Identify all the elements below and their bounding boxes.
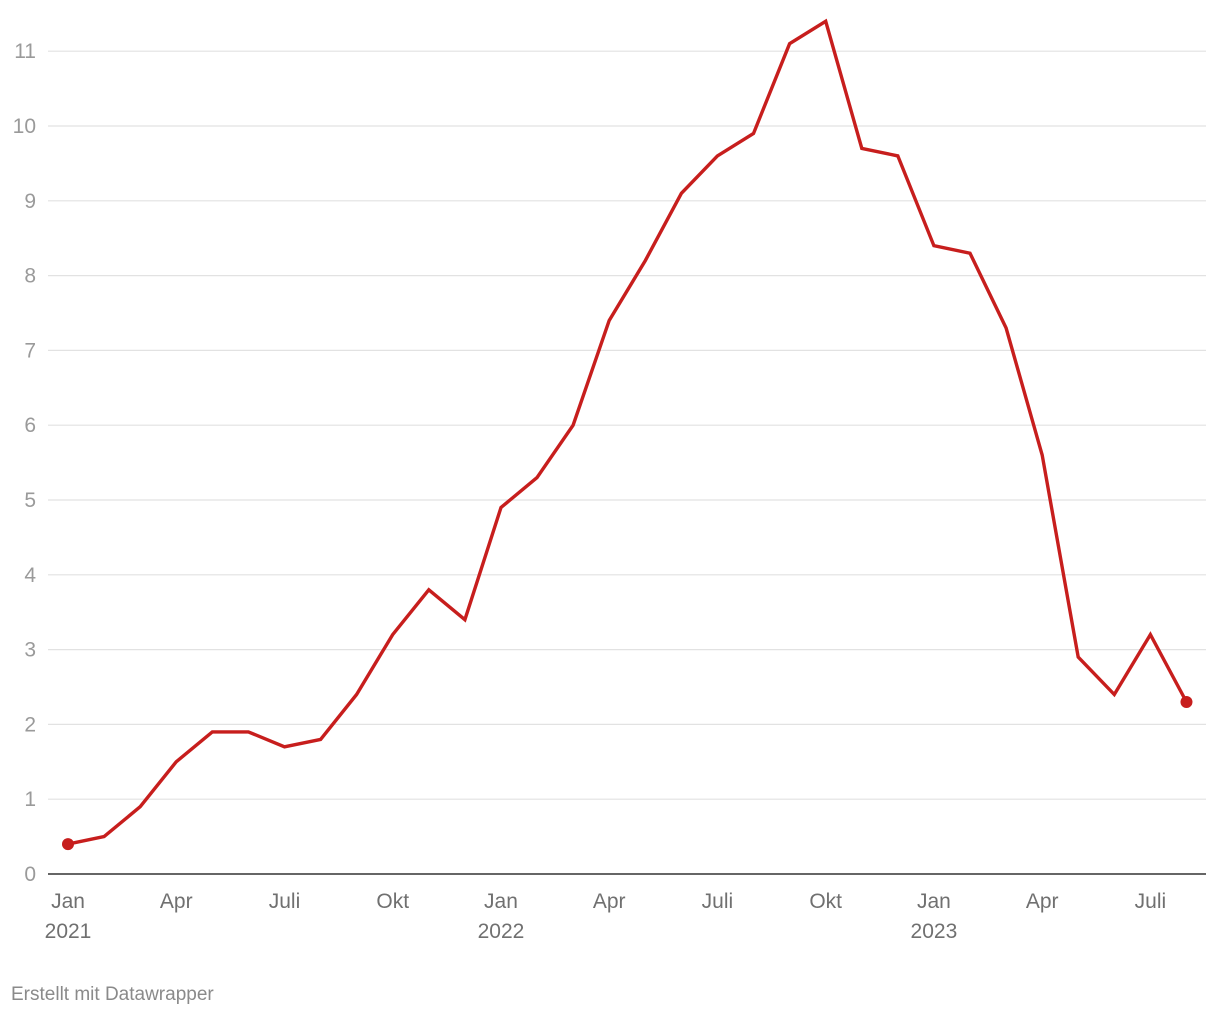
x-tick-year-label: 2021 bbox=[45, 920, 92, 943]
x-axis: Jan 2021 Apr Juli Okt Jan 2022 Apr Juli Okt Jan 202… bbox=[45, 873, 1206, 943]
y-tick-label: 9 bbox=[24, 190, 36, 213]
x-tick-label: Okt bbox=[376, 890, 409, 913]
y-tick-label: 7 bbox=[24, 339, 36, 362]
x-tick-year-label: 2022 bbox=[478, 920, 525, 943]
y-tick-label: 5 bbox=[24, 489, 36, 512]
y-tick-label: 6 bbox=[24, 414, 36, 437]
gridlines bbox=[48, 50, 1206, 800]
x-tick-label: Okt bbox=[809, 890, 842, 913]
y-tick-label: 1 bbox=[24, 788, 36, 811]
plot-area bbox=[62, 18, 1193, 851]
y-tick-label: 8 bbox=[24, 265, 36, 288]
y-tick-label: 0 bbox=[24, 863, 36, 886]
y-tick-label: 11 bbox=[14, 40, 36, 63]
x-tick-label: Apr bbox=[593, 890, 626, 913]
series-line bbox=[67, 18, 1188, 846]
y-tick-label: 2 bbox=[24, 713, 36, 736]
footer-credit: Erstellt mit Datawrapper bbox=[11, 984, 214, 1005]
y-axis: 0 1 2 3 4 5 6 7 8 9 10 11 bbox=[13, 40, 37, 886]
x-tick-year-label: 2023 bbox=[911, 920, 958, 943]
x-tick-label: Apr bbox=[1026, 890, 1059, 913]
y-tick-label: 10 bbox=[13, 115, 36, 138]
x-tick-label: Jan bbox=[917, 890, 951, 913]
start-point-marker bbox=[62, 838, 74, 851]
end-point-marker bbox=[1180, 695, 1193, 708]
x-tick-label: Juli bbox=[702, 890, 734, 913]
x-tick-label: Juli bbox=[1135, 890, 1167, 913]
x-tick-label: Apr bbox=[160, 890, 193, 913]
x-tick-label: Juli bbox=[269, 890, 301, 913]
x-tick-label: Jan bbox=[484, 890, 518, 913]
y-tick-label: 4 bbox=[24, 564, 36, 587]
x-tick-label: Jan bbox=[51, 890, 85, 913]
y-tick-label: 3 bbox=[24, 639, 36, 662]
line-chart: 0 1 2 3 4 5 6 7 8 9 10 11 Jan 2021 Apr Juli Okt Jan 2022 A… bbox=[13, 18, 1206, 943]
